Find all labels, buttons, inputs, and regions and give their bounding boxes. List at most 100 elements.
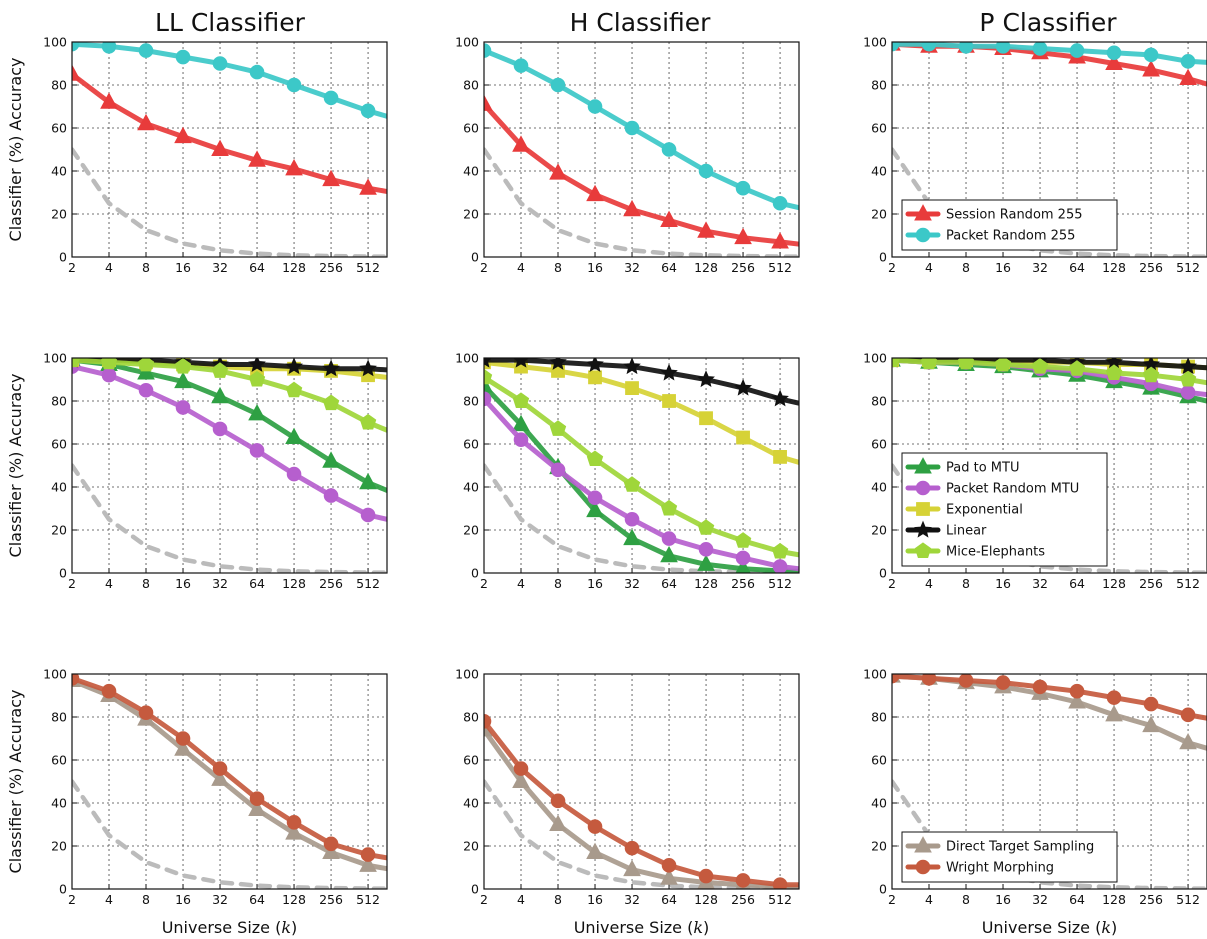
data-point bbox=[994, 358, 1012, 372]
data-point bbox=[698, 163, 714, 179]
y-tick-label: 40 bbox=[871, 796, 887, 811]
x-tick-label: 16 bbox=[587, 576, 603, 591]
data-point bbox=[1032, 679, 1048, 695]
y-tick-label: 80 bbox=[51, 78, 67, 93]
data-point bbox=[137, 363, 155, 380]
x-tick-label: 16 bbox=[175, 892, 191, 907]
x-tick-label: 4 bbox=[517, 576, 525, 591]
y-tick-label: 80 bbox=[871, 78, 887, 93]
data-point bbox=[1069, 683, 1085, 699]
data-point bbox=[100, 92, 118, 109]
data-point bbox=[587, 99, 603, 114]
x-tick-label: 2 bbox=[68, 576, 76, 591]
y-axis-label: Classifier (%) Accuracy bbox=[6, 58, 25, 242]
data-point bbox=[587, 819, 603, 834]
y-tick-label: 20 bbox=[51, 839, 67, 854]
y-tick-label: 60 bbox=[463, 753, 479, 768]
data-point bbox=[248, 404, 266, 421]
data-point bbox=[398, 517, 412, 531]
data-point bbox=[137, 358, 155, 372]
x-tick-label: 256 bbox=[731, 260, 755, 275]
series-group bbox=[484, 43, 799, 257]
x-tick-label: 2 bbox=[888, 260, 896, 275]
series-group bbox=[72, 358, 413, 573]
x-tick-label: 512 bbox=[356, 576, 380, 591]
data-point bbox=[286, 466, 302, 482]
data-point bbox=[735, 550, 751, 566]
y-tick-label: 0 bbox=[879, 566, 887, 581]
chart-panel: 2 4 8 16 32 64 128 256 512 0 20 40 60 80 100 Session Ra… bbox=[863, 35, 1207, 275]
x-tick-label: 64 bbox=[1069, 576, 1085, 591]
x-tick-label: 64 bbox=[249, 260, 265, 275]
data-point bbox=[72, 42, 80, 52]
x-tick-label: 512 bbox=[768, 892, 792, 907]
data-point bbox=[1069, 43, 1085, 58]
legend-marker bbox=[914, 836, 932, 853]
data-point bbox=[249, 443, 265, 458]
y-tick-label: 20 bbox=[463, 523, 479, 538]
data-point bbox=[735, 558, 751, 573]
data-point bbox=[322, 359, 340, 377]
x-tick-label: 128 bbox=[1102, 576, 1126, 591]
data-point bbox=[248, 358, 266, 372]
chance-baseline-line bbox=[484, 463, 799, 573]
data-point bbox=[249, 791, 265, 807]
x-tick-label: 256 bbox=[1139, 260, 1163, 275]
data-point bbox=[323, 836, 339, 852]
data-point bbox=[138, 382, 154, 398]
x-tick-label: 16 bbox=[587, 260, 603, 275]
x-tick-label: 32 bbox=[624, 260, 640, 275]
x-tick-label: 64 bbox=[249, 576, 265, 591]
plot-frame bbox=[71, 673, 388, 890]
x-tick-label: 16 bbox=[995, 260, 1011, 275]
legend-item: Linear bbox=[905, 520, 987, 539]
series-group bbox=[484, 714, 799, 889]
y-tick-label: 20 bbox=[871, 207, 887, 222]
x-axis-label-end: ) bbox=[1111, 918, 1117, 937]
data-point bbox=[1106, 690, 1122, 705]
y-tick-label: 40 bbox=[463, 796, 479, 811]
chance-baseline-line bbox=[484, 779, 799, 889]
x-tick-label: 2 bbox=[480, 576, 488, 591]
data-point bbox=[175, 49, 191, 65]
legend-marker bbox=[914, 457, 932, 474]
data-point bbox=[285, 158, 303, 176]
legend-item: Direct Target Sampling bbox=[905, 836, 1094, 855]
data-point bbox=[397, 489, 413, 504]
y-tick-label: 20 bbox=[51, 207, 67, 222]
data-point bbox=[360, 847, 376, 862]
data-point bbox=[1180, 54, 1196, 69]
data-point bbox=[398, 854, 412, 868]
x-tick-label: 64 bbox=[249, 892, 265, 907]
data-point bbox=[771, 232, 789, 249]
y-tick-label: 80 bbox=[871, 710, 887, 725]
data-point bbox=[660, 545, 678, 563]
series-group bbox=[72, 42, 387, 257]
data-point bbox=[484, 94, 493, 111]
y-axis-label: Classifier (%) Accuracy bbox=[6, 374, 25, 558]
chart-panel: 2 4 8 16 32 64 128 256 512 0 20 40 60 80 100 bbox=[455, 351, 800, 591]
data-point bbox=[285, 381, 303, 398]
data-point bbox=[359, 178, 377, 195]
chance-baseline-line bbox=[72, 463, 387, 573]
x-tick-label: 512 bbox=[768, 260, 792, 275]
data-point bbox=[1179, 358, 1197, 375]
chance-baseline-line bbox=[484, 147, 799, 257]
y-tick-label: 40 bbox=[51, 796, 67, 811]
x-tick-label: 512 bbox=[356, 260, 380, 275]
data-point bbox=[549, 814, 567, 831]
legend-label: Packet Random 255 bbox=[946, 229, 1075, 244]
data-point bbox=[624, 511, 640, 527]
y-tick-label: 20 bbox=[463, 839, 479, 854]
y-tick-label: 60 bbox=[51, 437, 67, 452]
data-point bbox=[995, 42, 1011, 54]
x-tick-label: 4 bbox=[517, 260, 525, 275]
data-point bbox=[661, 858, 677, 873]
data-point bbox=[625, 381, 639, 396]
x-tick-label: 4 bbox=[925, 892, 933, 907]
data-point bbox=[1068, 360, 1086, 376]
x-tick-label: 16 bbox=[175, 260, 191, 275]
legend-item: Session Random 255 bbox=[905, 204, 1083, 223]
data-point bbox=[660, 210, 678, 227]
series-line bbox=[484, 374, 799, 558]
